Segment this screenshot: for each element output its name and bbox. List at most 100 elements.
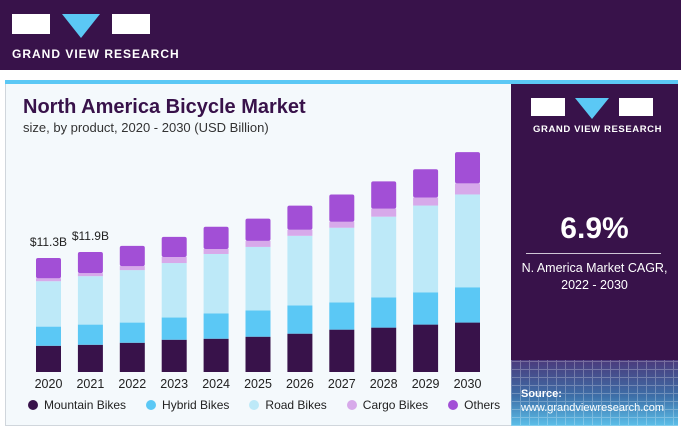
top-banner: GRAND VIEW RESEARCH — [0, 0, 681, 70]
bar-segment-mountain-bikes-2020 — [36, 345, 61, 372]
logo-block-g — [12, 14, 50, 34]
bar-segment-hybrid-bikes-2025 — [245, 310, 271, 337]
legend-label: Others — [464, 398, 501, 412]
bar-segment-cargo-bikes-2028 — [371, 208, 397, 217]
bar-segment-hybrid-bikes-2027 — [329, 302, 355, 330]
x-tick-label: 2020 — [35, 377, 63, 391]
stacked-bar-chart: 2020 $11.3B 2021 $11.9B 2022 2023 2024 2025 2026… — [30, 152, 482, 391]
sidebar-panel: GRAND VIEW RESEARCH 6.9% N. America Mark… — [511, 84, 678, 426]
bar-segment-mountain-bikes-2030 — [455, 322, 480, 372]
mesh-background — [511, 360, 678, 426]
sidebar-brand-logo: GRAND VIEW RESEARCH — [531, 98, 663, 138]
bar-stack-2030 — [455, 152, 480, 372]
legend-item-road-bikes: Road Bikes — [249, 398, 327, 412]
bar-segment-mountain-bikes-2021 — [77, 344, 103, 372]
bar-segment-cargo-bikes-2030 — [455, 183, 480, 195]
legend-item-mountain-bikes: Mountain Bikes — [28, 398, 126, 412]
x-tick-label: 2028 — [370, 377, 398, 391]
bar-stack-2020 — [36, 258, 61, 372]
bar-segment-hybrid-bikes-2020 — [36, 326, 61, 346]
cagr-label-line1: N. America Market CAGR, — [521, 261, 668, 275]
bar-segment-road-bikes-2026 — [287, 235, 313, 306]
x-tick-label: 2025 — [244, 377, 272, 391]
bar-segment-mountain-bikes-2023 — [161, 339, 187, 372]
bar-segment-others-2025 — [245, 218, 271, 241]
legend-item-cargo-bikes: Cargo Bikes — [346, 398, 429, 412]
x-tick-label: 2022 — [118, 377, 146, 391]
bar-segment-road-bikes-2021 — [77, 276, 103, 325]
x-tick-label: 2026 — [286, 377, 314, 391]
accent-stripe — [5, 80, 678, 84]
logo-triangle-v — [575, 98, 609, 119]
bar-segment-mountain-bikes-2024 — [203, 338, 229, 372]
cagr-label-line2: 2022 - 2030 — [561, 278, 628, 292]
bar-segment-road-bikes-2027 — [329, 227, 355, 303]
logo-block-g — [531, 98, 565, 116]
bar-segment-cargo-bikes-2029 — [413, 197, 439, 206]
source-box: Source: www.grandviewresearch.com — [511, 360, 678, 426]
bar-segment-hybrid-bikes-2028 — [371, 297, 397, 328]
source-url[interactable]: www.grandviewresearch.com — [521, 402, 665, 414]
bar-segment-road-bikes-2025 — [245, 246, 271, 311]
legend-swatch-icon — [28, 400, 38, 410]
sidebar-brand-name: GRAND VIEW RESEARCH — [533, 124, 663, 135]
cagr-value: 6.9% — [560, 212, 629, 245]
bar-segment-road-bikes-2024 — [203, 253, 229, 314]
legend-swatch-icon — [448, 400, 459, 410]
bar-segment-others-2030 — [455, 152, 480, 184]
bar-segment-cargo-bikes-2023 — [161, 257, 187, 264]
bar-stack-2023 — [161, 236, 187, 372]
bar-segment-hybrid-bikes-2026 — [287, 305, 313, 334]
data-label-total: $11.3B — [30, 235, 67, 249]
bar-segment-others-2020 — [36, 258, 61, 279]
bar-segment-hybrid-bikes-2030 — [455, 287, 480, 323]
bar-stack-2026 — [287, 205, 313, 372]
logo-triangle-v — [62, 14, 100, 38]
legend-label: Cargo Bikes — [362, 398, 429, 412]
legend-label: Hybrid Bikes — [162, 398, 230, 412]
bar-stack-2022 — [119, 245, 145, 372]
bar-segment-mountain-bikes-2025 — [245, 336, 271, 372]
bar-segment-others-2023 — [161, 236, 187, 258]
bar-segment-others-2024 — [203, 226, 229, 249]
x-tick-label: 2021 — [76, 377, 104, 391]
bar-segment-mountain-bikes-2026 — [287, 333, 313, 372]
bar-segment-road-bikes-2022 — [119, 270, 145, 323]
bar-stack-2021 — [77, 251, 103, 372]
x-tick-label: 2029 — [412, 377, 440, 391]
x-tick-label: 2023 — [160, 377, 188, 391]
bar-segment-cargo-bikes-2021 — [77, 273, 103, 277]
bar-segment-road-bikes-2023 — [161, 263, 187, 318]
legend-swatch-icon — [146, 400, 157, 410]
data-label-total: $11.9B — [72, 229, 109, 243]
source-label: Source: — [521, 388, 562, 400]
legend-swatch-icon — [346, 400, 357, 410]
bar-stack-2028 — [371, 181, 397, 372]
legend-item-hybrid-bikes: Hybrid Bikes — [146, 398, 229, 412]
bar-segment-others-2021 — [77, 251, 103, 274]
bar-stack-2024 — [203, 226, 229, 372]
bar-segment-others-2029 — [413, 169, 439, 198]
logo-block-r — [112, 14, 150, 34]
brand-logo: GRAND VIEW RESEARCH — [12, 14, 179, 64]
bar-segment-road-bikes-2020 — [36, 281, 61, 327]
bar-segment-mountain-bikes-2029 — [413, 324, 439, 372]
cagr-divider — [526, 253, 661, 254]
bar-segment-road-bikes-2030 — [455, 194, 480, 288]
legend-item-others: Others — [448, 398, 500, 412]
bar-segment-cargo-bikes-2025 — [245, 240, 271, 247]
bar-segment-others-2027 — [329, 194, 355, 222]
bar-segment-hybrid-bikes-2029 — [413, 292, 439, 325]
bar-segment-others-2022 — [119, 245, 145, 267]
bar-segment-mountain-bikes-2022 — [119, 342, 145, 372]
chart-subtitle: size, by product, 2020 - 2030 (USD Billi… — [23, 120, 269, 135]
bar-stack-2025 — [245, 218, 271, 372]
bar-segment-hybrid-bikes-2022 — [119, 322, 145, 343]
bar-segment-mountain-bikes-2028 — [371, 327, 397, 372]
bar-segment-cargo-bikes-2020 — [36, 278, 61, 282]
legend-label: Road Bikes — [265, 398, 327, 412]
bar-segment-cargo-bikes-2026 — [287, 229, 313, 236]
bar-segment-mountain-bikes-2027 — [329, 329, 355, 372]
x-tick-label: 2030 — [454, 377, 482, 391]
bar-segment-hybrid-bikes-2024 — [203, 313, 229, 339]
